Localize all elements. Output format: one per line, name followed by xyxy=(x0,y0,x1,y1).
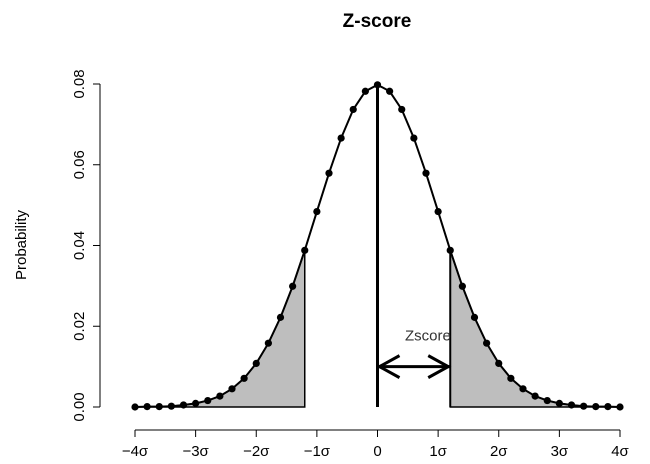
point xyxy=(519,385,527,393)
x-tick-label: 4σ xyxy=(611,443,629,460)
point xyxy=(240,374,248,382)
point xyxy=(410,134,418,142)
point xyxy=(167,402,175,410)
x-tick-label: 0 xyxy=(373,443,381,460)
x-tick-label: 1σ xyxy=(429,443,447,460)
point xyxy=(361,87,369,95)
x-tick-label: −3σ xyxy=(182,443,209,460)
point xyxy=(531,392,539,400)
y-tick-label: 0.00 xyxy=(71,392,88,421)
point xyxy=(264,339,272,347)
point xyxy=(507,374,515,382)
point xyxy=(349,105,357,114)
x-tick-label: −1σ xyxy=(304,443,331,460)
point xyxy=(616,403,624,411)
point xyxy=(289,282,297,290)
arrow-head xyxy=(376,354,452,379)
x-tick-label: 2σ xyxy=(490,443,508,460)
x-tick-label: −4σ xyxy=(122,443,149,460)
point xyxy=(252,359,260,367)
point xyxy=(337,134,345,142)
point xyxy=(216,392,224,400)
point xyxy=(276,313,285,321)
point xyxy=(192,399,200,407)
annotation-label: Zscore xyxy=(405,328,451,345)
y-tick-label: 0.04 xyxy=(71,231,88,260)
point xyxy=(422,169,430,177)
point xyxy=(580,402,588,410)
point xyxy=(592,402,600,411)
point xyxy=(204,396,212,405)
point xyxy=(434,207,442,216)
x-tick-label: −2σ xyxy=(243,443,270,460)
point xyxy=(386,87,394,95)
point xyxy=(483,339,491,347)
point xyxy=(131,403,139,411)
point xyxy=(313,207,321,216)
point xyxy=(458,282,466,290)
point xyxy=(604,402,612,411)
point xyxy=(567,401,576,409)
point xyxy=(555,399,563,407)
point xyxy=(179,401,188,409)
point xyxy=(495,359,503,367)
point xyxy=(398,105,406,114)
point xyxy=(325,169,333,177)
point xyxy=(543,396,551,405)
point xyxy=(155,402,163,411)
point xyxy=(301,246,309,254)
point xyxy=(228,385,236,393)
y-axis-label: Probability xyxy=(13,209,30,280)
y-tick-label: 0.08 xyxy=(71,69,88,98)
chart-title: Z-score xyxy=(343,11,412,32)
tail-shade xyxy=(134,250,306,408)
point xyxy=(143,402,151,411)
y-tick-label: 0.02 xyxy=(71,312,88,341)
x-tick-label: 3σ xyxy=(551,443,569,460)
tail-shade xyxy=(449,250,621,408)
y-tick-label: 0.06 xyxy=(71,150,88,179)
point xyxy=(470,313,479,321)
